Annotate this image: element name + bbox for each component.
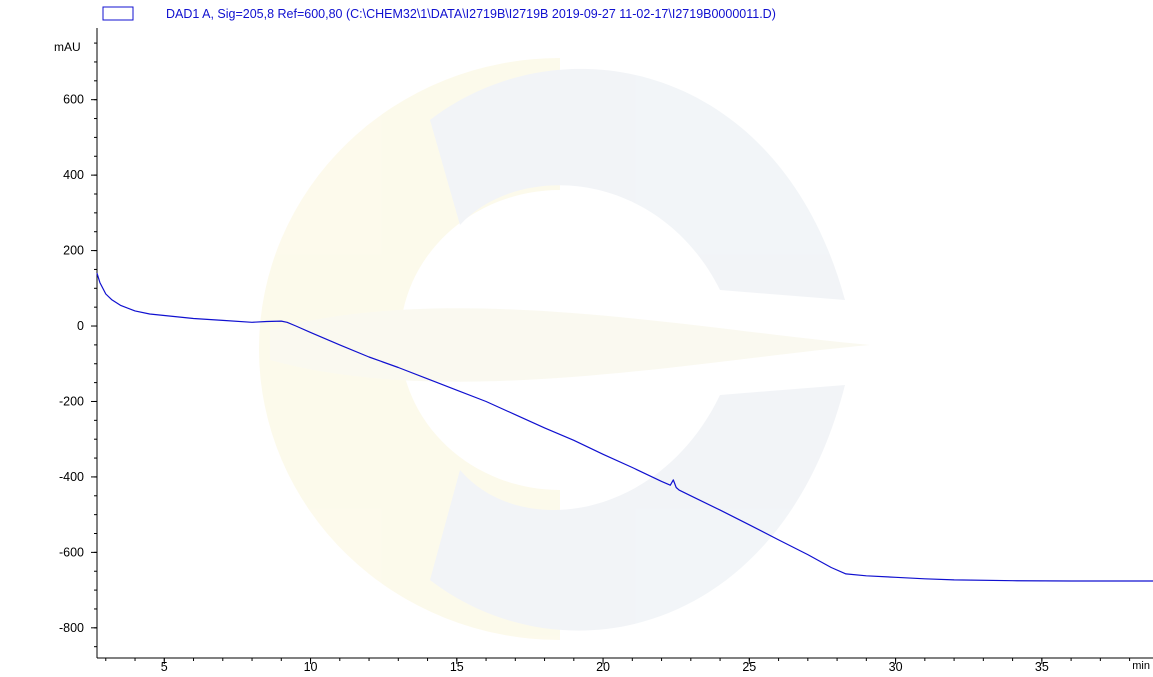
y-axis-label: mAU [54, 40, 81, 54]
x-tick-label: 15 [450, 660, 464, 672]
legend-swatch [102, 6, 134, 21]
watermark-logo [258, 58, 870, 640]
x-tick-label: 20 [596, 660, 610, 672]
x-tick-label: 10 [304, 660, 318, 672]
x-tick-label: 25 [742, 660, 756, 672]
y-tick-label: 600 [63, 93, 84, 107]
legend-label: DAD1 A, Sig=205,8 Ref=600,80 (C:\CHEM32\… [166, 7, 776, 21]
y-tick-label: -200 [59, 394, 84, 408]
series-line [96, 273, 1153, 582]
series-layer [96, 273, 1153, 582]
y-tick-label: 0 [77, 319, 84, 333]
legend: DAD1 A, Sig=205,8 Ref=600,80 (C:\CHEM32\… [102, 6, 776, 21]
y-tick-label: 200 [63, 244, 84, 258]
x-tick-label: 5 [161, 660, 168, 672]
x-tick-label: 30 [889, 660, 903, 672]
y-tick-label: -600 [59, 545, 84, 559]
x-tick-label: 35 [1035, 660, 1049, 672]
x-axis-label: min [1132, 660, 1150, 672]
y-tick-label: -400 [59, 470, 84, 484]
axes: 600 400 200 0 -200 -400 -600 -800 5 10 15 20 25 30 35 m… [54, 28, 1153, 674]
y-tick-label: -800 [59, 621, 84, 635]
y-tick-label: 400 [63, 168, 84, 182]
